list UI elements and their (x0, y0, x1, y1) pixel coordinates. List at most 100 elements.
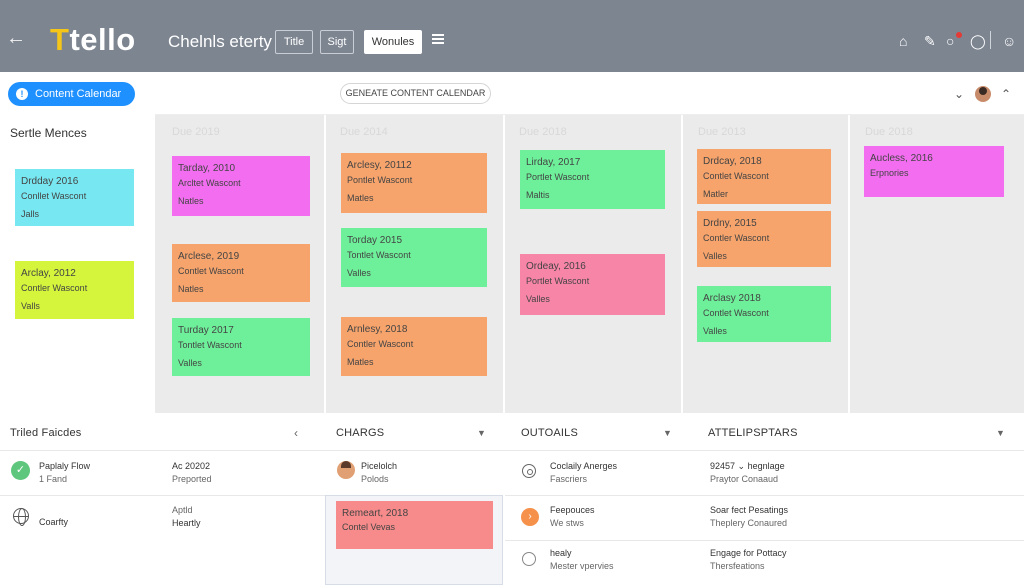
card-title: Arclesy, 20112 (347, 160, 412, 171)
card-title: Remeart, 2018 (342, 508, 409, 519)
board-title[interactable]: Chelnls eterty (168, 32, 272, 51)
hamburger-icon[interactable] (432, 34, 444, 44)
card-subtitle: Contlet Wascont (703, 308, 769, 318)
avatar[interactable] (975, 86, 991, 102)
app-logo[interactable]: Ttello (50, 22, 136, 58)
charges-card[interactable]: Remeart, 2018 Contel Vevas (336, 501, 493, 549)
top-bar: ← Ttello Chelnls eterty Title Sigt Wonul… (0, 0, 1024, 72)
outcall-name[interactable]: healy (550, 548, 572, 558)
pencil-icon[interactable]: ✎ (924, 33, 936, 49)
sidebar-card[interactable]: Drdday 2016 Conllet Wascont Jalls (15, 169, 134, 226)
column-header: Due 2018 (865, 126, 913, 138)
column-divider (503, 115, 505, 413)
column-header: Due 2014 (340, 126, 388, 138)
user-icon[interactable]: ☺ (1002, 33, 1017, 49)
card-subtitle: Contler Wascont (21, 283, 88, 293)
card-title: Turday 2017 (178, 325, 234, 336)
content-calendar-button[interactable]: ! Content Calendar (8, 82, 135, 106)
arrow-right-icon: › (521, 508, 539, 526)
globe-icon (13, 508, 29, 526)
info-icon: ! (16, 88, 28, 100)
calendar-card[interactable]: Arclesy, 20112 Pontlet Wascont Matles (341, 153, 487, 213)
card-title: Drdcay, 2018 (703, 156, 762, 167)
calendar-card[interactable]: Arclese, 2019 Contlet Wascont Natles (172, 244, 310, 302)
card-title: Arclese, 2019 (178, 251, 240, 262)
calendar-toolbar (155, 72, 1024, 115)
caret-down-icon[interactable]: ▼ (477, 428, 486, 438)
card-subtitle: Contlet Wascont (178, 266, 244, 276)
outcall-name[interactable]: Coclaily Anerges (550, 461, 618, 471)
card-subtitle: Conllet Wascont (21, 191, 87, 201)
home-icon[interactable]: ⌂ (899, 33, 908, 49)
card-tag: Natles (178, 196, 204, 206)
card-tag: Matles (347, 193, 374, 203)
card-tag: Valles (347, 268, 371, 278)
attelipsptars-heading: ATTELIPSPTARS (708, 427, 798, 439)
person-subtitle: Polods (361, 474, 389, 484)
card-subtitle: Erpnories (870, 168, 909, 178)
wonules-button[interactable]: Wonules (364, 30, 422, 54)
card-tag: Valles (178, 358, 202, 368)
card-subtitle: Pontlet Wascont (347, 175, 413, 185)
card-tag: Valles (703, 251, 727, 261)
sidebar-card[interactable]: Arclay, 2012 Contler Wascont Valls (15, 261, 134, 319)
chevron-left-icon[interactable]: ‹ (294, 426, 298, 440)
calendar-card[interactable]: Drdny, 2015 Contler Wascont Valles (697, 211, 831, 267)
calendar-card[interactable]: Drdcay, 2018 Contlet Wascont Matler (697, 149, 831, 204)
avatar[interactable] (337, 461, 355, 479)
content-calendar-label: Content Calendar (35, 88, 122, 100)
tracked-item-meta: Ac 20202 (172, 461, 211, 471)
calendar-card[interactable]: Arnlesy, 2018 Contler Wascont Matles (341, 317, 487, 376)
column-divider (324, 115, 326, 413)
user-icon[interactable]: ◯ (970, 33, 986, 49)
calendar-card[interactable]: Aucless, 2016 Erpnories (864, 146, 1004, 197)
column-divider (681, 115, 683, 413)
calendar-card[interactable]: Turday 2017 Tontlet Wascont Valles (172, 318, 310, 376)
card-tag: Maltis (526, 190, 550, 200)
card-subtitle: Contlet Wascont (703, 171, 769, 181)
card-title: Tarday, 2010 (178, 163, 236, 174)
attelips-sub: Praytor Conaaud (710, 474, 779, 484)
chevron-up-icon[interactable]: ⌃ (1001, 87, 1012, 101)
tracked-item-name[interactable]: Paplaly Flow (39, 461, 91, 471)
person-name[interactable]: Picelolch (361, 461, 398, 471)
card-title: Drdday 2016 (21, 176, 79, 187)
card-tag: Jalls (21, 209, 40, 219)
card-tag: Natles (178, 284, 204, 294)
card-tag: Valles (526, 294, 550, 304)
tracked-item-sub: 1 Fand (39, 474, 68, 484)
calendar-card[interactable]: Ordeay, 2016 Portlet Wascont Valles (520, 254, 665, 315)
sigt-button[interactable]: Sigt (320, 30, 354, 54)
logo-letter: T (50, 22, 70, 57)
bell-icon[interactable]: ○ (946, 33, 955, 49)
calendar-card[interactable]: Lirday, 2017 Portlet Wascont Maltis (520, 150, 665, 209)
title-button[interactable]: Title (275, 30, 313, 54)
attelips-name[interactable]: Engage for Pottacy (710, 548, 787, 558)
tracked-faicdes-heading: Triled Faicdes (10, 427, 82, 439)
outcall-sub: We stws (550, 518, 584, 528)
card-tag: Valls (21, 301, 40, 311)
notification-badge (956, 32, 962, 38)
attelips-name[interactable]: Soar fect Pesatings (710, 505, 789, 515)
tracked-item-name[interactable]: Coarfty (39, 517, 69, 527)
card-tag: Matles (347, 357, 374, 367)
column-divider (848, 115, 850, 413)
calendar-card[interactable]: Torday 2015 Tontlet Wascont Valles (341, 228, 487, 287)
outcall-name[interactable]: Feepouces (550, 505, 595, 515)
caret-down-icon[interactable]: ▼ (663, 428, 672, 438)
attelips-name[interactable]: 92457 ⌄ hegnlage (710, 461, 785, 471)
card-title: Torday 2015 (347, 235, 403, 246)
generate-calendar-button[interactable]: GENEATE CONTENT CALENDAR (340, 83, 491, 104)
caret-down-icon[interactable]: ▼ (996, 428, 1005, 438)
chevron-down-icon[interactable]: ⌄ (954, 87, 965, 101)
calendar-card[interactable]: Arclasy 2018 Contlet Wascont Valles (697, 286, 831, 342)
card-subtitle: Portlet Wascont (526, 172, 590, 182)
calendar-card[interactable]: Tarday, 2010 Arcltet Wascont Natles (172, 156, 310, 216)
arrow-left-icon[interactable]: ← (6, 27, 26, 49)
column-header: Due 2013 (698, 126, 746, 138)
card-title: Arnlesy, 2018 (347, 324, 408, 335)
row-divider (505, 495, 1024, 496)
card-subtitle: Arcltet Wascont (178, 178, 241, 188)
charges-heading: CHARGS (336, 427, 385, 439)
outcall-sub: Fascriers (550, 474, 588, 484)
